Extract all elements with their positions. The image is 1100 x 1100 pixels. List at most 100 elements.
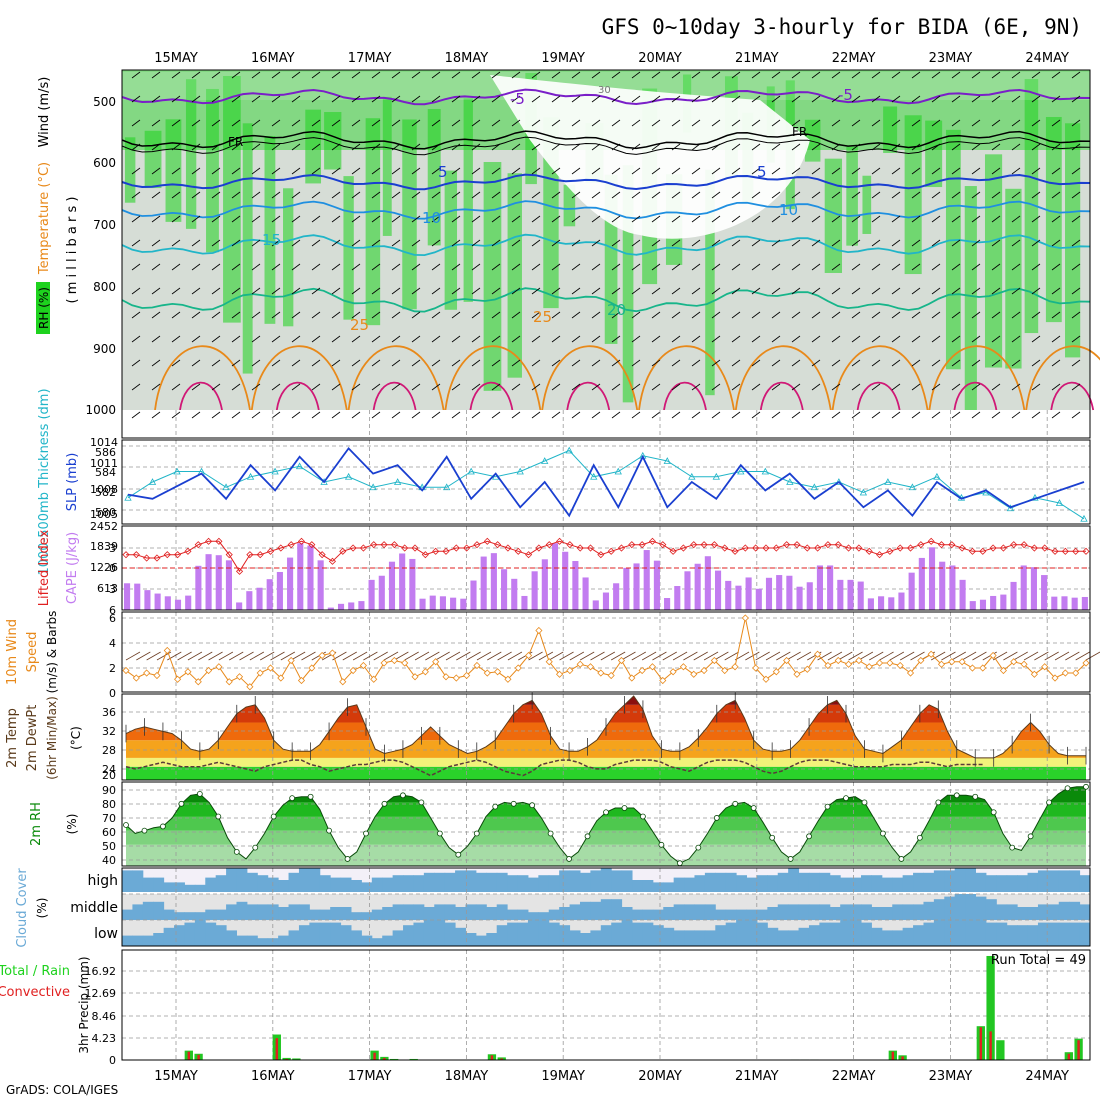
wind-barb [471, 335, 481, 343]
cloud-middle-bar [829, 907, 841, 920]
wind-barb [811, 287, 821, 295]
wind-barb [1011, 71, 1021, 79]
contour-25 [444, 345, 542, 411]
pressure-tick-label: 900 [93, 342, 116, 356]
wind-barb [191, 263, 201, 271]
cloud-high-bar [361, 882, 373, 892]
cape-bar [633, 563, 640, 610]
wind-barb [591, 119, 601, 127]
wind-barb [871, 383, 881, 391]
cape-bar [490, 553, 497, 610]
rh-tick-label: 60 [102, 826, 116, 839]
wind-barb [491, 359, 501, 367]
contour-10 [121, 200, 1091, 220]
pressure-tick-label: 1000 [85, 403, 116, 417]
wind-barb [551, 263, 561, 271]
surface-wind-barb [211, 411, 221, 419]
wind-barb [471, 167, 481, 175]
wind-barb [551, 239, 561, 247]
upper-air-frame [121, 69, 1091, 439]
lifted-index-point [855, 544, 863, 552]
wind-barb [931, 119, 941, 127]
rh-frame [121, 781, 1091, 867]
wind-barb [831, 263, 841, 271]
rh-high-band [1045, 116, 1062, 323]
wind-barb [511, 239, 521, 247]
rh-point [492, 803, 499, 810]
wind-barb [511, 311, 521, 319]
wind-barb [391, 263, 401, 271]
rh-tick-label: 80 [102, 798, 116, 811]
wind-barb [431, 311, 441, 319]
surface-wind-barb [711, 411, 721, 419]
wind-barb [471, 263, 481, 271]
wind-barb [451, 143, 461, 151]
wind-barb [971, 215, 981, 223]
cape-bar [592, 600, 599, 610]
wind-barb [211, 383, 221, 391]
wind-barb [791, 95, 801, 103]
rh-high-band [483, 161, 502, 391]
lifted-index-point [752, 544, 760, 552]
wind-barb [551, 167, 561, 175]
rh-high-band [427, 108, 441, 246]
cloud-low-bar [798, 927, 810, 946]
cape-bar [185, 595, 192, 610]
rh-high-band [846, 146, 858, 246]
wind-barb [891, 71, 901, 79]
lifted-index-point [586, 544, 595, 552]
wind-barb [651, 143, 661, 151]
cloud-middle-bar [881, 907, 893, 920]
cloud-middle-bar [985, 899, 997, 920]
contour-25 [831, 345, 929, 411]
cloud-middle-bar [475, 904, 487, 920]
rh-point [326, 827, 332, 834]
wind-barb [611, 359, 621, 367]
rh-point [769, 834, 776, 841]
cape-bar [124, 583, 131, 610]
thickness-point [1080, 514, 1088, 522]
lifted-index-point [1020, 541, 1028, 549]
contour-minus5 [121, 88, 1091, 106]
wind-barb [291, 143, 301, 151]
wind-barb [611, 143, 621, 151]
thickness-point [467, 467, 475, 475]
contour-30 [953, 381, 998, 411]
thickness-point [810, 483, 819, 491]
cloud-middle-bar [569, 904, 581, 920]
cloud-middle-bar [840, 904, 852, 920]
wind-speed-point [194, 678, 202, 686]
wind-barb [491, 191, 501, 199]
cloud-middle-bar [527, 912, 539, 920]
wind-barb [311, 143, 321, 151]
wind-barb [631, 239, 641, 247]
wind-barb [751, 359, 761, 367]
cloud-low-bar [704, 930, 716, 946]
rh-point [603, 809, 609, 816]
wind-speed-point [297, 676, 306, 685]
wind-barb [791, 143, 801, 151]
wind-barb [531, 383, 541, 391]
lifted-index-point [607, 547, 615, 555]
wind-barb [691, 263, 701, 271]
cloud-low-bar [205, 922, 217, 946]
thickness-tick-label: 584 [95, 466, 116, 479]
cloud-low-bar [153, 933, 165, 946]
wind-barb [491, 287, 501, 295]
wind-barb [131, 239, 141, 247]
cloud-middle-bar [1027, 907, 1039, 920]
cloud-middle-bar [330, 907, 342, 920]
cloud-high-bar [694, 875, 706, 892]
slp-tick-label: 1014 [90, 436, 118, 449]
wind-barb [271, 359, 281, 367]
rh-point [233, 848, 240, 855]
lifted-index-point [235, 567, 244, 575]
wind-speed-point [132, 674, 140, 682]
cloud-middle-bar [777, 904, 789, 920]
wind-speed-point [1020, 660, 1028, 668]
wind-barb [1051, 71, 1061, 79]
lifted-index-point [617, 544, 626, 552]
contour-30 [759, 381, 804, 411]
cloud-high-bar [1027, 872, 1039, 892]
wind-barb [251, 359, 261, 367]
